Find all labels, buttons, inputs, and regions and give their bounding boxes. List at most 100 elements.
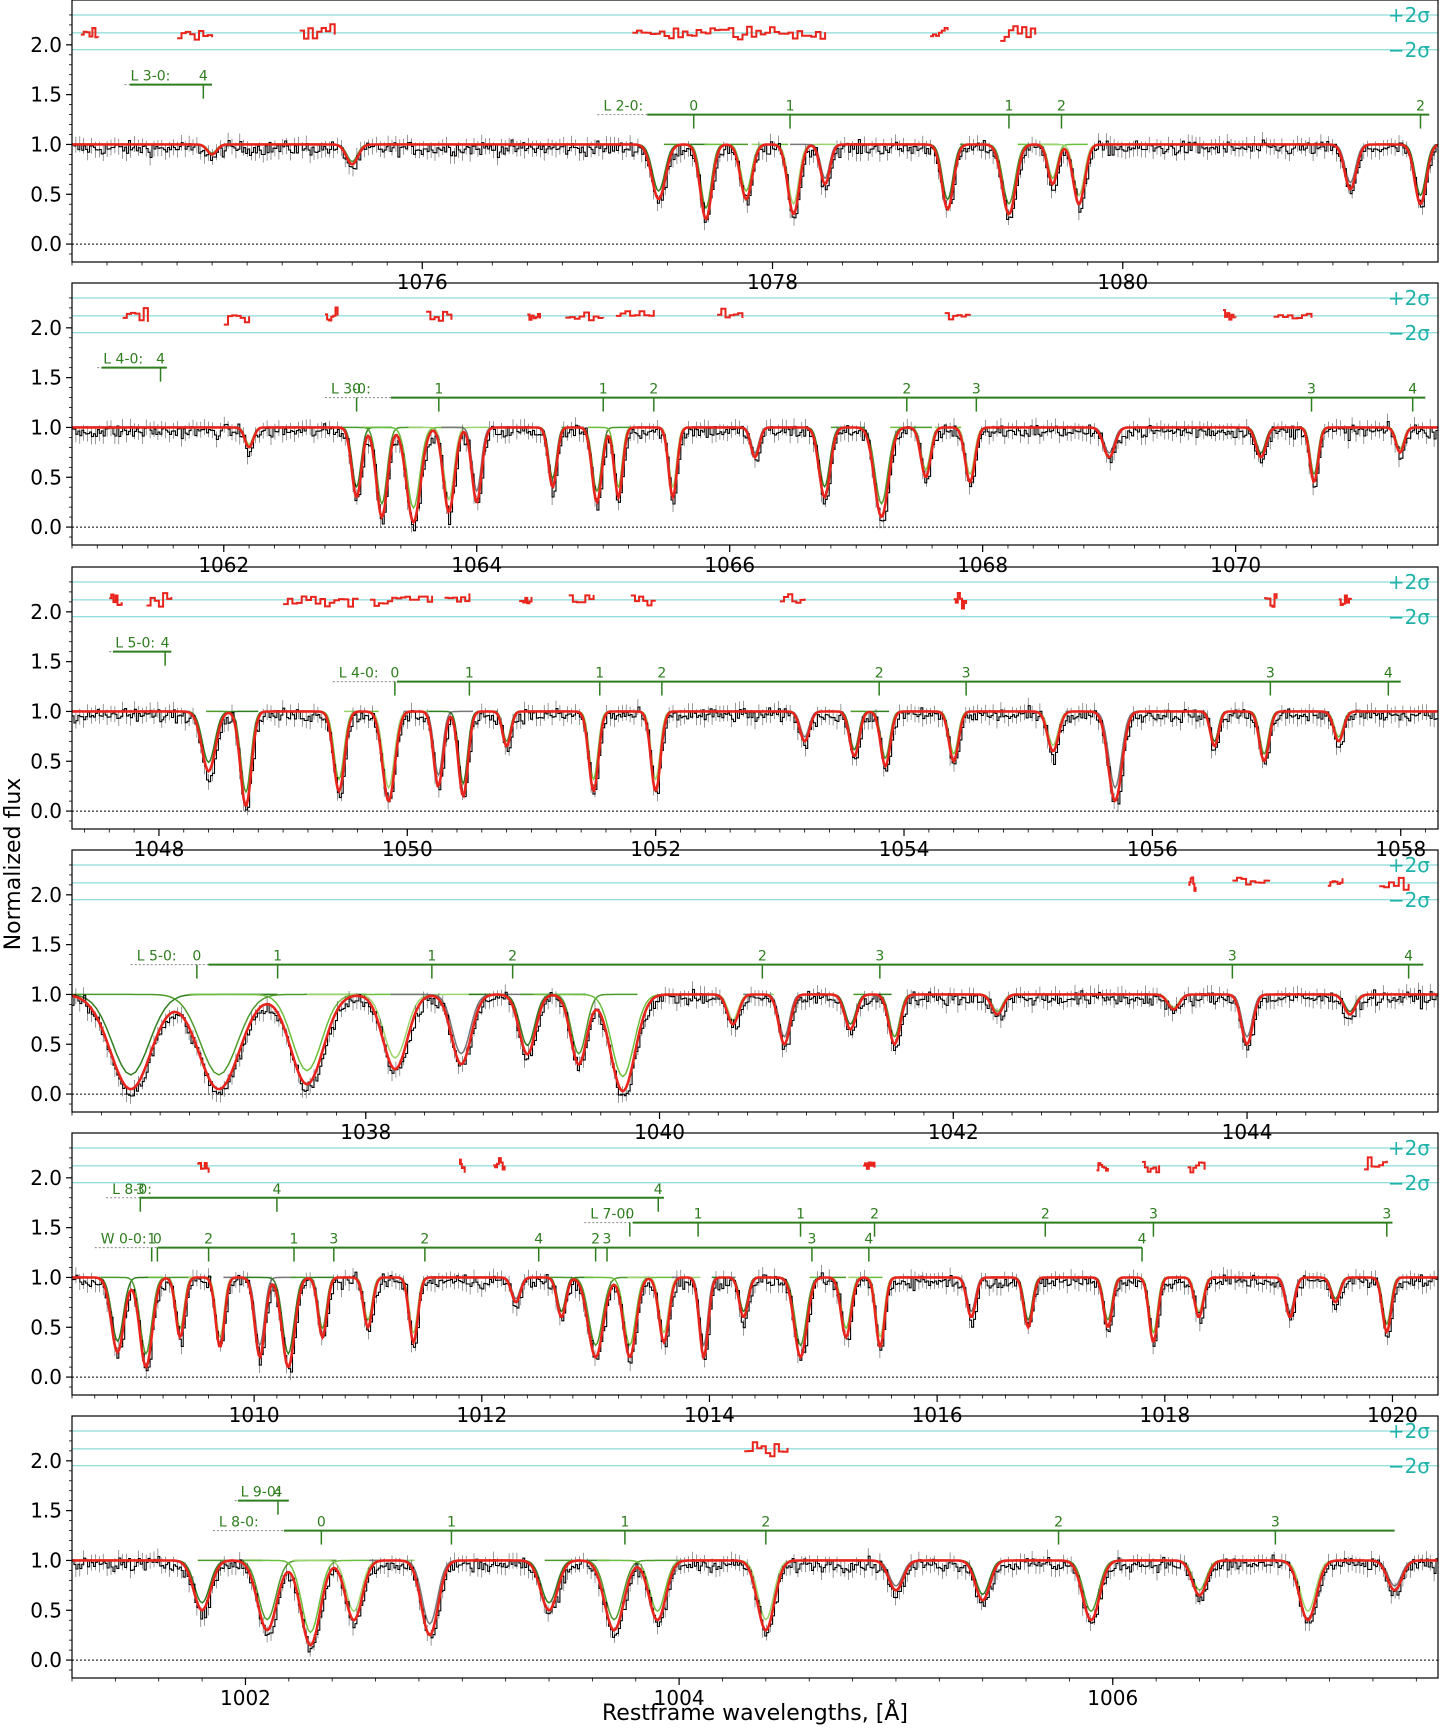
residual-segment — [147, 593, 172, 607]
marker-tick-label: 2 — [420, 1232, 429, 1248]
line-marker-group: L 3-0: 4 — [125, 69, 213, 99]
y-tick-label: 2.0 — [30, 33, 62, 57]
y-tick-label: 1.5 — [30, 1499, 62, 1523]
residual-segment — [631, 596, 656, 606]
line-marker-group: L 4-0:4 — [97, 352, 167, 382]
sigma-plus-label: +2σ — [1388, 853, 1430, 877]
marker-tick-label: 4 — [1384, 666, 1393, 682]
marker-tick-label: 3 — [603, 1232, 612, 1248]
y-axis-title: Normalized flux — [1, 778, 26, 951]
marker-tick-label: 4 — [156, 352, 165, 368]
marker-tick-label: 0 — [689, 99, 698, 115]
component-profile — [725, 427, 786, 453]
x-tick-label: 1048 — [133, 837, 184, 861]
residual-segment — [123, 308, 148, 322]
component-profile — [939, 1277, 1003, 1311]
residual-segment — [370, 596, 432, 606]
marker-tick-label: 3 — [1307, 382, 1316, 398]
residual-segment — [930, 28, 948, 36]
component-profile — [1066, 711, 1165, 787]
marker-group-label: L 3-0: — [331, 382, 371, 398]
residual-segment — [1097, 1163, 1108, 1171]
component-profile — [621, 711, 691, 779]
marker-tick-label: 4 — [1404, 949, 1413, 965]
residual-segment — [616, 310, 654, 316]
marker-group-label: L 8-0: — [112, 1182, 152, 1198]
y-tick-label: 1.5 — [30, 366, 62, 390]
y-tick-label: 1.0 — [30, 699, 62, 723]
component-profile — [1284, 427, 1345, 474]
marker-tick-label: 2 — [204, 1232, 213, 1248]
marker-tick-label: 2 — [1041, 1207, 1050, 1223]
panel-frame — [72, 0, 1438, 262]
marker-tick-label: 4 — [1138, 1232, 1147, 1248]
marker-tick-label: 0 — [317, 1515, 326, 1531]
component-profile — [188, 1277, 252, 1336]
component-profile — [919, 711, 989, 753]
observed-spectrum — [72, 140, 1438, 223]
y-tick-label: 2.0 — [30, 1449, 62, 1473]
residual-segment — [863, 1163, 874, 1169]
y-tick-label: 1.5 — [30, 933, 62, 957]
x-tick-label: 1018 — [1139, 1403, 1190, 1427]
marker-tick-label: 1 — [447, 1515, 456, 1531]
x-tick-label: 1070 — [1210, 553, 1261, 577]
component-profile — [159, 711, 258, 762]
x-tick-label: 1010 — [229, 1403, 280, 1427]
marker-tick-label: 1 — [595, 666, 604, 682]
component-profile — [206, 711, 286, 792]
component-profile — [1355, 1277, 1419, 1324]
component-profile — [344, 711, 433, 787]
marker-tick-label: 0 — [192, 949, 201, 965]
x-tick-label: 1054 — [879, 837, 930, 861]
marker-group-label: L 3-0: — [131, 69, 171, 85]
y-tick-label: 0.0 — [30, 232, 62, 256]
component-profile — [1229, 711, 1299, 753]
marker-tick-label: 4 — [272, 1182, 281, 1198]
marker-tick-label: 2 — [870, 1207, 879, 1223]
marker-tick-label: 2 — [649, 382, 658, 398]
residual-segment — [1223, 310, 1236, 320]
residual-segment — [197, 1163, 208, 1173]
residual-segment — [493, 1158, 504, 1169]
sigma-minus-label: −2σ — [1388, 888, 1430, 912]
residual-segment — [1328, 878, 1343, 886]
line-marker-group: L 9-0:4 — [235, 1485, 289, 1515]
residual-segment — [325, 308, 338, 321]
y-tick-label: 0.5 — [30, 182, 62, 206]
marker-tick-label: 2 — [902, 382, 911, 398]
component-profile — [321, 427, 392, 486]
residual-segment — [1232, 878, 1269, 885]
marker-tick-label: 1 — [599, 382, 608, 398]
marker-tick-label: 2 — [1054, 1515, 1063, 1531]
fit-model — [72, 994, 1438, 1091]
marker-group-label: W 0-0: — [101, 1232, 147, 1248]
marker-tick-label: 1 — [465, 666, 474, 682]
marker-tick-label: 4 — [199, 69, 208, 85]
component-profile — [382, 1277, 446, 1332]
x-tick-label: 1016 — [912, 1403, 963, 1427]
sigma-plus-label: +2σ — [1388, 286, 1430, 310]
residual-segment — [1188, 878, 1195, 891]
marker-tick-label: 4 — [161, 636, 170, 652]
residual-segment — [780, 594, 805, 603]
sigma-minus-label: −2σ — [1388, 321, 1430, 345]
sigma-minus-label: −2σ — [1388, 605, 1430, 629]
marker-tick-label: 2 — [875, 666, 884, 682]
y-tick-label: 0.0 — [30, 799, 62, 823]
y-tick-label: 1.0 — [30, 415, 62, 439]
residual-segment — [1264, 594, 1277, 606]
marker-tick-label: 3 — [1266, 666, 1275, 682]
residual-segment — [569, 595, 594, 602]
marker-group-label: L 7-0: — [590, 1207, 630, 1223]
